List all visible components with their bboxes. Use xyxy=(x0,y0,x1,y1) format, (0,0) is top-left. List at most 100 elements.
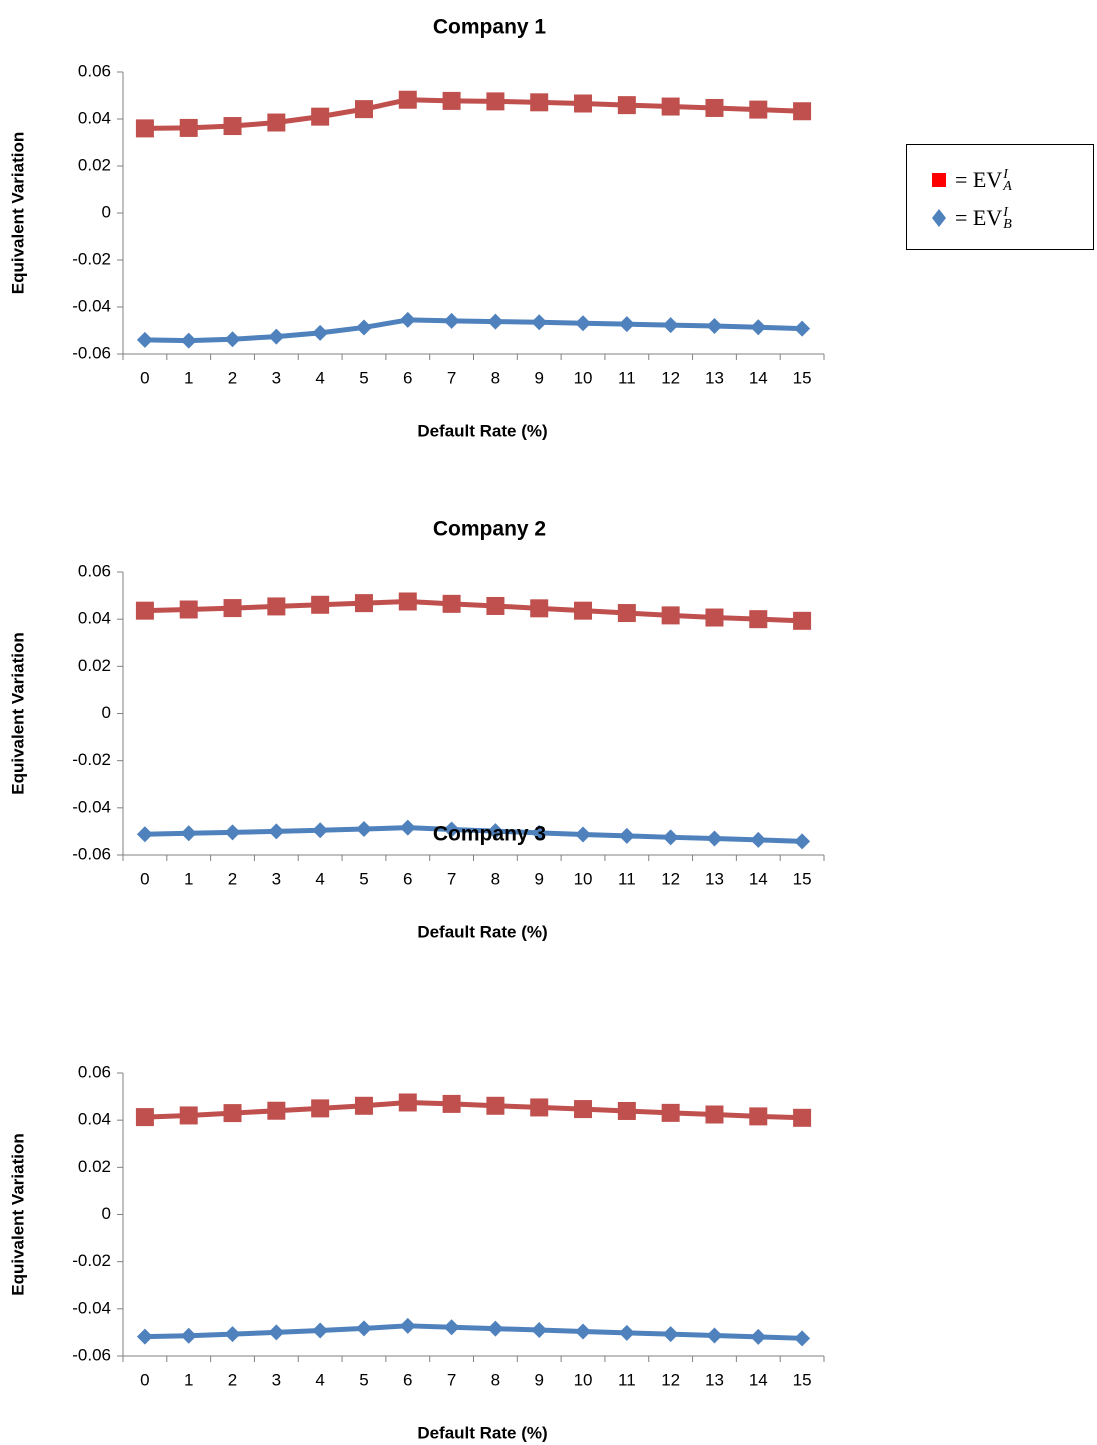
x-tick-label: 6 xyxy=(403,869,412,888)
data-point-square xyxy=(311,1099,330,1118)
x-tick-label: 9 xyxy=(534,869,543,888)
data-point-diamond xyxy=(268,823,285,840)
x-tick-label: 3 xyxy=(272,368,281,387)
y-tick-label: 0.06 xyxy=(78,61,111,80)
data-point-square xyxy=(486,596,505,615)
x-tick-label: 7 xyxy=(447,869,456,888)
y-tick-label: -0.04 xyxy=(72,797,111,816)
data-point-diamond xyxy=(399,1317,416,1334)
series-line-a xyxy=(144,1099,803,1121)
data-point-diamond xyxy=(750,1328,767,1345)
data-point-diamond xyxy=(575,826,592,843)
series-line-b xyxy=(144,317,803,344)
x-tick-label: 1 xyxy=(184,869,193,888)
data-point-diamond xyxy=(180,1327,197,1344)
data-point-square xyxy=(223,117,242,136)
chart-panel-1: Company 10.060.040.020-0.02-0.04-0.060 1 2… xyxy=(8,16,825,440)
legend-label-a: = EV I A xyxy=(955,166,1012,195)
data-point-diamond xyxy=(399,819,416,836)
data-point-diamond xyxy=(224,1326,241,1343)
data-point-diamond xyxy=(575,315,592,332)
x-tick-label: 2 xyxy=(228,1370,237,1389)
data-point-diamond xyxy=(312,822,329,839)
data-point-diamond xyxy=(531,824,548,841)
y-axis-title: Equivalent Variation xyxy=(8,1133,27,1296)
data-point-diamond xyxy=(487,1320,504,1337)
y-tick-label: 0.04 xyxy=(78,609,111,628)
data-point-square xyxy=(617,1101,636,1120)
y-tick-label: 0.06 xyxy=(78,561,111,580)
data-point-diamond xyxy=(618,316,635,333)
data-point-square xyxy=(442,594,461,613)
x-tick-label: 13 xyxy=(705,869,724,888)
series-line-b xyxy=(144,1323,803,1341)
data-point-diamond xyxy=(268,328,285,345)
data-point-diamond xyxy=(224,331,241,348)
data-point-square xyxy=(530,599,549,618)
data-point-square xyxy=(267,597,286,616)
data-point-square xyxy=(179,1106,198,1125)
x-tick-label: 1 xyxy=(184,1370,193,1389)
data-point-diamond xyxy=(136,826,153,843)
x-tick-label: 3 xyxy=(272,869,281,888)
y-tick-label: 0.04 xyxy=(78,1110,111,1129)
data-point-diamond xyxy=(443,1319,460,1336)
x-tick-label: 14 xyxy=(749,1370,768,1389)
x-tick-label: 5 xyxy=(359,368,368,387)
series-line-b xyxy=(144,825,803,844)
x-tick-label: 12 xyxy=(661,368,680,387)
x-tick-label: 8 xyxy=(491,1370,500,1389)
y-tick-label: 0.04 xyxy=(78,108,111,127)
red-square-icon xyxy=(929,172,949,188)
x-tick-label: 0 xyxy=(140,1370,149,1389)
x-axis-title: Default Rate (%) xyxy=(417,421,547,440)
x-tick-label: 10 xyxy=(574,368,593,387)
x-tick-label: 15 xyxy=(793,869,812,888)
data-point-diamond xyxy=(750,319,767,336)
data-point-square xyxy=(749,1107,768,1126)
y-tick-label: -0.04 xyxy=(72,296,111,315)
data-point-diamond xyxy=(706,830,723,847)
legend-label-b: = EV I B xyxy=(955,204,1012,233)
data-point-diamond xyxy=(618,827,635,844)
data-point-diamond xyxy=(180,332,197,349)
data-point-diamond xyxy=(531,314,548,331)
x-tick-label: 9 xyxy=(534,368,543,387)
x-tick-label: 7 xyxy=(447,1370,456,1389)
x-tick-label: 3 xyxy=(272,1370,281,1389)
x-tick-label: 4 xyxy=(315,1370,324,1389)
data-point-square xyxy=(267,113,286,132)
data-point-square xyxy=(705,1105,724,1124)
x-tick-label: 6 xyxy=(403,368,412,387)
data-point-square xyxy=(661,606,680,625)
chart-panel-2: Company 20.060.040.020-0.02-0.04-0.060 1 2… xyxy=(8,518,825,941)
x-tick-label: 14 xyxy=(749,368,768,387)
data-point-square xyxy=(661,97,680,116)
x-tick-label: 15 xyxy=(793,368,812,387)
x-tick-label: 10 xyxy=(574,869,593,888)
y-tick-label: -0.02 xyxy=(72,249,111,268)
data-point-diamond xyxy=(706,1327,723,1344)
data-point-diamond xyxy=(662,829,679,846)
data-point-square xyxy=(486,92,505,111)
x-tick-label: 12 xyxy=(661,1370,680,1389)
data-point-square xyxy=(398,90,417,109)
data-point-diamond xyxy=(136,1328,153,1345)
x-tick-label: 8 xyxy=(491,368,500,387)
y-tick-label: 0.02 xyxy=(78,1157,111,1176)
x-tick-label: 13 xyxy=(705,1370,724,1389)
y-tick-label: -0.02 xyxy=(72,1251,111,1270)
x-tick-label: 7 xyxy=(447,368,456,387)
x-tick-label: 11 xyxy=(618,1370,636,1389)
y-tick-label: -0.04 xyxy=(72,1298,111,1317)
data-point-diamond xyxy=(224,824,241,841)
x-tick-label: 12 xyxy=(661,869,680,888)
data-point-square xyxy=(705,608,724,627)
y-tick-label: -0.06 xyxy=(72,1345,111,1364)
data-point-diamond xyxy=(399,311,416,328)
data-point-square xyxy=(354,1096,373,1115)
data-point-square xyxy=(135,119,154,138)
x-tick-label: 2 xyxy=(228,368,237,387)
data-point-square xyxy=(661,1103,680,1122)
